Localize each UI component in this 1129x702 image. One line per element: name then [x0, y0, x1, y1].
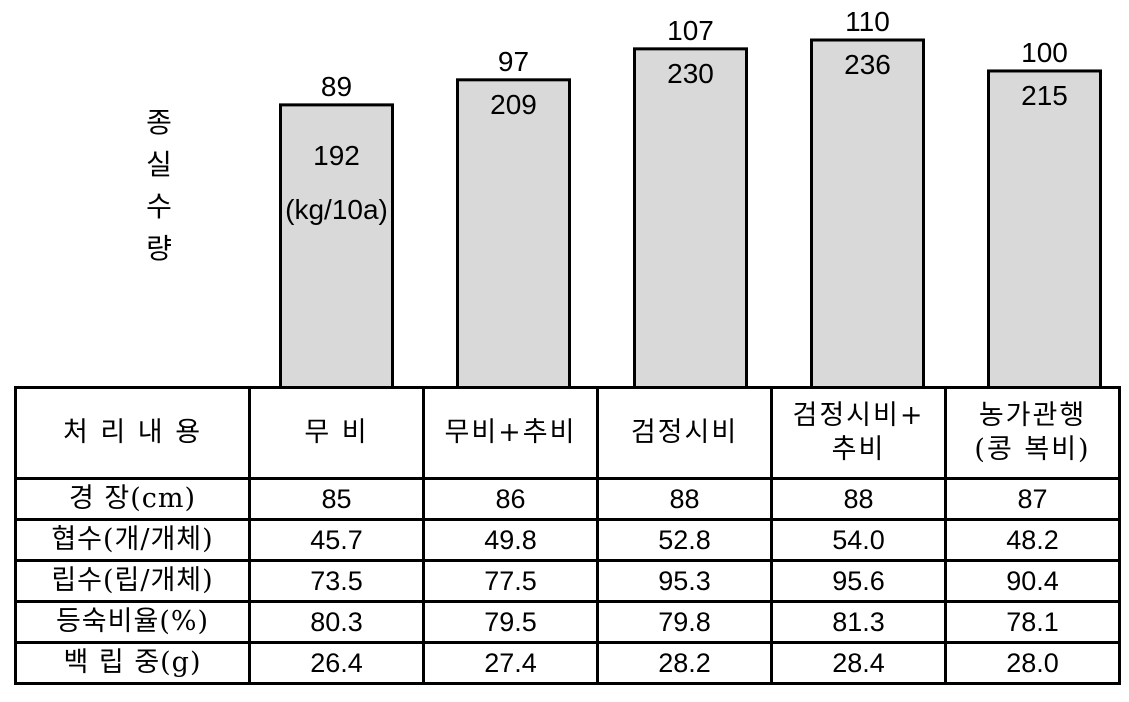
table-cell: 49.8 — [422, 518, 599, 562]
table-cell: 88 — [770, 477, 947, 521]
table-row: 협수(개/개체) 45.7 49.8 52.8 54.0 48.2 — [14, 518, 1121, 562]
bar-value-label: 209 — [490, 89, 537, 120]
growth-data-table: 처 리 내 용 무 비 무비+추비 검정시비 검정시비+ 추비 농가관행 (콩 … — [14, 386, 1121, 685]
table-cell: 90.4 — [944, 559, 1121, 603]
table-cell: 77.5 — [422, 559, 599, 603]
table-cell: 88 — [596, 477, 773, 521]
table-header-row: 처 리 내 용 무 비 무비+추비 검정시비 검정시비+ 추비 농가관행 (콩 … — [14, 386, 1121, 480]
table-cell: 79.8 — [596, 600, 773, 644]
bar-1 — [456, 78, 571, 388]
y-axis-label-char: 량 — [146, 232, 172, 265]
table-cell: 80.3 — [248, 600, 425, 644]
yield-chart: 종 실 수 량 89 192 (kg/10a) 97 209 107 230 110 236 10… — [132, 6, 1102, 388]
bar-value-label: 215 — [1021, 80, 1068, 111]
bar-value-label: 192 — [313, 140, 360, 171]
table-cell: 86 — [422, 477, 599, 521]
column-header: 무 비 — [248, 386, 425, 480]
table-cell: 87 — [944, 477, 1121, 521]
bar-4 — [987, 69, 1102, 388]
bar-chart-svg: 89 192 (kg/10a) 97 209 107 230 110 236 100 215 — [279, 6, 1102, 388]
row-label: 경 장(cm) — [14, 477, 251, 521]
table-row: 립수(립/개체) 73.5 77.5 95.3 95.6 90.4 — [14, 559, 1121, 603]
table-cell: 54.0 — [770, 518, 947, 562]
column-header: 검정시비+ 추비 — [770, 386, 947, 480]
bar-value-label: 230 — [667, 58, 714, 89]
table-cell: 85 — [248, 477, 425, 521]
column-header: 무비+추비 — [422, 386, 599, 480]
row-label: 협수(개/개체) — [14, 518, 251, 562]
table-cell: 28.4 — [770, 641, 947, 685]
bar-2 — [633, 47, 748, 388]
table-cell: 45.7 — [248, 518, 425, 562]
table-cell: 28.0 — [944, 641, 1121, 685]
table-cell: 81.3 — [770, 600, 947, 644]
bar-value-label: 236 — [844, 49, 891, 80]
row-label: 립수(립/개체) — [14, 559, 251, 603]
table-row: 등숙비율(%) 80.3 79.5 79.8 81.3 78.1 — [14, 600, 1121, 644]
table-cell: 48.2 — [944, 518, 1121, 562]
y-axis-label-char: 종 — [146, 106, 172, 139]
table-cell: 95.3 — [596, 559, 773, 603]
bar-index-label: 107 — [667, 15, 714, 46]
table-cell: 95.6 — [770, 559, 947, 603]
row-header-label: 처 리 내 용 — [14, 386, 251, 480]
bar-3 — [810, 38, 925, 388]
table-cell: 78.1 — [944, 600, 1121, 644]
table-cell: 73.5 — [248, 559, 425, 603]
row-label: 백 립 중(g) — [14, 641, 251, 685]
y-axis-label-char: 실 — [146, 148, 172, 181]
table-cell: 52.8 — [596, 518, 773, 562]
unit-label: (kg/10a) — [285, 194, 388, 225]
y-axis-label: 종 실 수 량 — [132, 102, 186, 270]
table-cell: 79.5 — [422, 600, 599, 644]
row-label: 등숙비율(%) — [14, 600, 251, 644]
bar-index-label: 100 — [1021, 37, 1068, 68]
bar-index-label: 110 — [845, 6, 890, 37]
table-cell: 28.2 — [596, 641, 773, 685]
bar-index-label: 89 — [321, 71, 352, 102]
bar-0 — [279, 103, 394, 388]
table-cell: 26.4 — [248, 641, 425, 685]
y-axis-label-char: 수 — [146, 190, 172, 223]
table-cell: 27.4 — [422, 641, 599, 685]
table-row: 백 립 중(g) 26.4 27.4 28.2 28.4 28.0 — [14, 641, 1121, 685]
column-header: 농가관행 (콩 복비) — [944, 386, 1121, 480]
table-row: 경 장(cm) 85 86 88 88 87 — [14, 477, 1121, 521]
bar-index-label: 97 — [498, 46, 529, 77]
column-header: 검정시비 — [596, 386, 773, 480]
